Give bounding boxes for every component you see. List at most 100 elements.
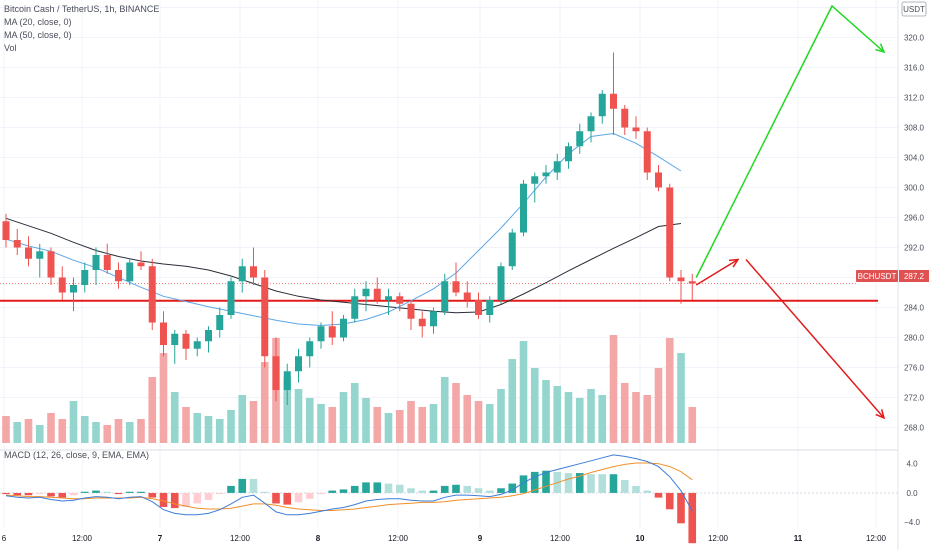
volume-bar — [103, 425, 112, 443]
macd-histogram-bar — [328, 490, 337, 493]
currency-badge[interactable]: USDT — [901, 1, 927, 17]
volume-bar — [542, 380, 550, 443]
candle-body — [452, 281, 460, 293]
symbol-title[interactable]: Bitcoin Cash / TetherUS, 1h, BINANCE — [4, 4, 160, 14]
macd-histogram-bar — [530, 471, 539, 493]
candle-body — [576, 131, 584, 147]
volume-bar — [474, 401, 483, 443]
macd-histogram-bar — [362, 482, 370, 493]
macd-histogram-bar — [407, 488, 415, 493]
candle-body — [25, 247, 32, 259]
candle-body — [463, 292, 471, 300]
macd-histogram-bar — [317, 492, 325, 495]
candle-body — [103, 255, 111, 270]
currency-label: USDT — [903, 5, 925, 14]
macd-histogram-bar — [474, 488, 483, 493]
volume-bar — [620, 383, 629, 443]
price-axis: 268.0272.0276.0280.0284.0288.0292.0296.0… — [904, 4, 925, 528]
macd-histogram-bar — [654, 492, 663, 498]
macd-legend[interactable]: MACD (12, 26, close, 9, EMA, EMA) — [4, 450, 150, 460]
price-tag-value: 287.2 — [904, 272, 925, 281]
time-tick-label: 7 — [158, 534, 163, 543]
candle-body — [475, 300, 482, 315]
macd-tick-label: 4.0 — [906, 460, 918, 469]
volume-bars — [2, 335, 697, 443]
volume-bar — [632, 392, 640, 443]
volume-bar — [260, 362, 269, 443]
macd-histogram-bar — [384, 483, 393, 493]
candle-body — [148, 266, 156, 323]
macd-histogram-bar — [418, 490, 427, 493]
volume-bar — [2, 416, 10, 443]
macd-histogram-bar — [58, 492, 67, 498]
short-bounce-arrow-head — [728, 258, 740, 268]
macd-histogram-bar — [137, 491, 145, 493]
volume-bar — [339, 392, 348, 443]
macd-histogram-bar — [677, 492, 685, 524]
volume-bar — [238, 395, 247, 443]
volume-bar — [587, 389, 595, 443]
price-tick-label: 300.0 — [904, 184, 925, 193]
volume-bar — [92, 422, 100, 443]
ma20-legend[interactable]: MA (20, close, 0) — [4, 17, 72, 27]
volume-bar — [485, 404, 494, 443]
candle-body — [193, 341, 201, 349]
price-tick-label: 296.0 — [904, 214, 925, 223]
macd-signal-line — [5, 462, 693, 511]
volume-legend[interactable]: Vol — [4, 43, 17, 53]
volume-bar — [182, 407, 190, 443]
volume-bar — [137, 419, 145, 443]
volume-bar — [305, 398, 314, 443]
volume-bar — [317, 404, 325, 443]
volume-bar — [159, 353, 168, 443]
macd-histogram-bar — [114, 492, 123, 495]
volume-bar — [58, 419, 67, 443]
candle-body — [81, 270, 89, 285]
time-tick-label: 12:00 — [72, 534, 93, 543]
volume-bar — [519, 341, 528, 443]
price-tick-label: 280.0 — [904, 334, 925, 343]
candle-body — [385, 296, 392, 300]
volume-bar — [688, 407, 697, 443]
volume-bar — [35, 425, 44, 443]
candle-body — [610, 93, 617, 109]
bullish-scenario-arrow-head — [875, 43, 886, 54]
volume-bar — [125, 422, 134, 443]
macd-histogram-bar — [542, 470, 550, 493]
macd-histogram-bar — [69, 492, 78, 496]
volume-bar — [170, 392, 179, 443]
volume-bar — [395, 410, 404, 443]
macd-histogram-bar — [272, 492, 280, 504]
macd-histogram-bar — [227, 485, 235, 493]
macd-histogram-bar — [148, 492, 157, 498]
macd-tick-label: 0.0 — [906, 489, 918, 498]
macd-histogram-bar — [215, 492, 224, 495]
volume-bar — [440, 377, 449, 443]
candle-body — [553, 161, 561, 173]
last-price-tag: BCHUSDT 287.2 — [856, 270, 929, 282]
candle-body — [2, 221, 10, 240]
time-tick-label: 8 — [316, 534, 321, 543]
ma50-legend[interactable]: MA (50, close, 0) — [4, 30, 72, 40]
macd-histogram-bar — [485, 490, 494, 493]
price-tick-label: 276.0 — [904, 364, 925, 373]
candle-body — [171, 333, 179, 345]
price-tick-label: 272.0 — [904, 394, 925, 403]
candle-body — [160, 322, 167, 345]
macd-histogram-bar — [440, 485, 449, 493]
candle-body — [216, 315, 224, 330]
candle-body — [486, 300, 494, 315]
candle-body — [47, 251, 55, 278]
ma50-line — [5, 217, 682, 314]
price-tick-label: 308.0 — [904, 124, 925, 133]
macd-histogram-bar — [92, 490, 100, 493]
candle-body — [238, 266, 246, 282]
macd-histogram-bar — [575, 473, 584, 493]
macd-histogram-bar — [339, 489, 348, 493]
volume-bar — [654, 368, 663, 443]
volume-bar — [350, 383, 359, 443]
candle-body — [418, 318, 426, 327]
ma20-line — [5, 132, 682, 327]
